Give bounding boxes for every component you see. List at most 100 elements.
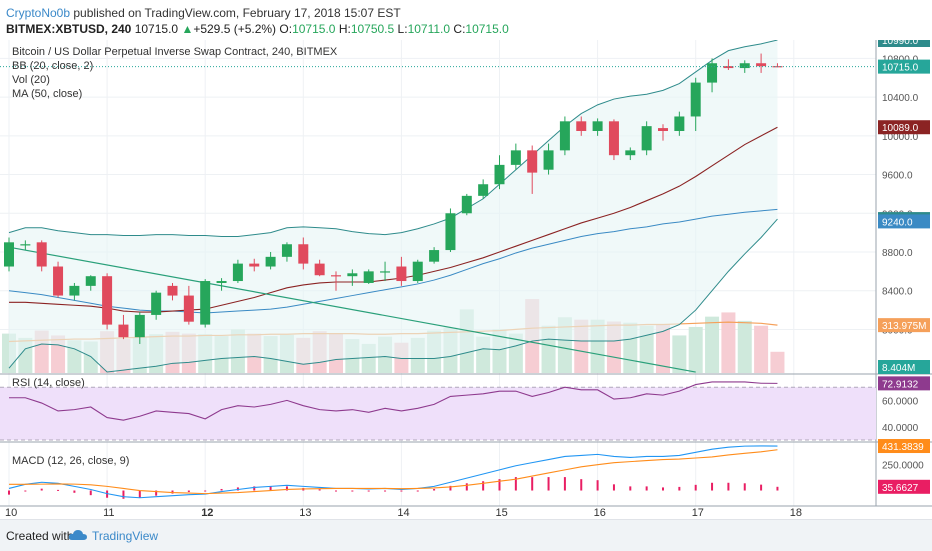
low-label: L: bbox=[397, 22, 408, 36]
macd-badge: 431.3839 bbox=[882, 442, 924, 453]
candle-body bbox=[216, 281, 227, 283]
rsi-tick-label: 60.0000 bbox=[882, 396, 919, 407]
macd-histogram-bar bbox=[482, 481, 485, 491]
macd-histogram-bar bbox=[57, 489, 60, 491]
bb-middle-line bbox=[8, 208, 778, 314]
macd-histogram-bar bbox=[596, 480, 599, 491]
price-axis[interactable]: 8000.08400.08800.09200.09600.010000.0104… bbox=[878, 33, 930, 494]
ma50-line bbox=[9, 126, 778, 313]
rsi-badge-bg bbox=[878, 376, 930, 391]
price-tick-label: 8400.0 bbox=[882, 287, 913, 298]
macd-histogram-bar bbox=[89, 490, 92, 496]
candle-body bbox=[461, 195, 472, 214]
volume-low-badge: 8.404M bbox=[882, 363, 915, 374]
candle-body bbox=[85, 276, 96, 286]
last-price-badge: 10715.0 bbox=[882, 63, 919, 74]
time-axis[interactable]: 10 11 12 13 14 15 16 17 18 bbox=[5, 507, 802, 519]
created-with-label: Created with bbox=[6, 529, 74, 543]
macd-pane bbox=[8, 445, 779, 499]
candle-body bbox=[167, 285, 178, 296]
candle-body bbox=[118, 324, 129, 338]
macd-histogram-bar bbox=[727, 482, 730, 491]
candle-body bbox=[4, 242, 14, 267]
macd-histogram-bar bbox=[645, 486, 648, 491]
bb-upper-badge: 10990.0 bbox=[882, 40, 919, 47]
ma-legend[interactable]: MA (50, close) bbox=[12, 88, 82, 100]
macd-histogram-bar bbox=[269, 486, 272, 491]
candle-body bbox=[625, 150, 636, 156]
macd-histogram-bar bbox=[384, 490, 387, 492]
candle-body bbox=[200, 281, 211, 325]
candle-body bbox=[739, 63, 750, 69]
macd-histogram-bar bbox=[694, 484, 697, 491]
trendline-path[interactable] bbox=[8, 246, 696, 373]
last-price: 10715.0 bbox=[134, 22, 179, 36]
high-value: 10750.5 bbox=[350, 22, 395, 36]
close-value: 10715.0 bbox=[465, 22, 509, 36]
time-tick-label: 18 bbox=[790, 507, 802, 518]
time-tick-label: 12 bbox=[201, 507, 213, 518]
macd-histogram-bar bbox=[531, 477, 534, 491]
candle-body bbox=[723, 66, 734, 69]
vol-legend[interactable]: Vol (20) bbox=[12, 74, 50, 86]
price-change: +529.5 (+5.2%) bbox=[193, 22, 277, 36]
bb-legend[interactable]: BB (20, close, 2) bbox=[12, 60, 93, 72]
ma50-path bbox=[9, 126, 778, 313]
macd-histogram-bar bbox=[662, 487, 664, 491]
ma50-badge-bg bbox=[878, 120, 930, 135]
candle-body bbox=[690, 82, 701, 117]
candle-body bbox=[576, 121, 587, 131]
candle-body bbox=[380, 271, 391, 273]
time-tick-label: 11 bbox=[103, 507, 114, 518]
tradingview-cloud-icon[interactable] bbox=[68, 528, 88, 542]
candle-body bbox=[183, 295, 194, 322]
ohlc-line: BITMEX:XBTUSD, 240 10715.0 ▲+529.5 (+5.2… bbox=[6, 22, 509, 36]
macd-badge-bg bbox=[878, 439, 930, 454]
macd-histogram-bar bbox=[204, 490, 207, 492]
macd-histogram-bar bbox=[335, 490, 337, 492]
bb-fill bbox=[9, 40, 778, 373]
candle-body bbox=[53, 266, 64, 296]
macd-hist-badge: 35.6627 bbox=[882, 483, 919, 494]
macd-histogram-bar bbox=[678, 486, 681, 491]
candle-body bbox=[658, 128, 668, 131]
macd-histogram-bar bbox=[547, 477, 550, 491]
macd-histogram-bar bbox=[465, 483, 468, 491]
chart-title: Bitcoin / US Dollar Perpetual Inverse Sw… bbox=[12, 46, 338, 58]
macd-histogram-bar bbox=[400, 490, 403, 492]
volume-bar bbox=[688, 326, 703, 373]
macd-histogram-bar bbox=[367, 490, 370, 492]
rsi-legend[interactable]: RSI (14, close) bbox=[12, 377, 85, 389]
macd-legend[interactable]: MACD (12, 26, close, 9) bbox=[12, 455, 129, 467]
tradingview-link[interactable]: TradingView bbox=[92, 529, 159, 543]
low-value: 10711.0 bbox=[407, 22, 451, 36]
open-label: O: bbox=[279, 22, 293, 36]
macd-histogram-bar bbox=[449, 485, 452, 491]
chart-svg[interactable]: 8000.08400.08800.09200.09600.010000.0104… bbox=[0, 33, 932, 519]
volume-badge: 313.975M bbox=[882, 321, 926, 332]
macd-signal-line bbox=[9, 449, 778, 495]
volume-bar bbox=[639, 325, 654, 373]
change-arrow-icon: ▲ bbox=[181, 22, 194, 36]
rsi-band-fill bbox=[0, 387, 876, 440]
macd-histogram-bar bbox=[155, 490, 158, 496]
trendline bbox=[8, 246, 696, 373]
bb-upper-line bbox=[8, 39, 778, 238]
high-label: H: bbox=[338, 22, 351, 36]
rsi-line bbox=[9, 381, 778, 421]
macd-histogram-bar bbox=[629, 486, 632, 491]
candle-body bbox=[608, 121, 619, 156]
candle-body bbox=[494, 164, 505, 185]
candle-body bbox=[445, 213, 456, 251]
time-tick-label: 10 bbox=[5, 507, 17, 518]
candle-body bbox=[641, 126, 652, 151]
footer-bar: Created with TradingView bbox=[0, 519, 932, 551]
time-tick-label: 15 bbox=[496, 507, 508, 518]
chart-area[interactable]: 8000.08400.08800.09200.09600.010000.0104… bbox=[0, 33, 932, 519]
candle-body bbox=[363, 271, 374, 283]
macd-histogram-bar bbox=[220, 488, 223, 491]
candle-body bbox=[543, 150, 554, 170]
candle-body bbox=[559, 121, 570, 151]
author-link[interactable]: CryptoNo0b bbox=[6, 6, 71, 20]
publish-line: CryptoNo0b published on TradingView.com,… bbox=[6, 6, 401, 20]
